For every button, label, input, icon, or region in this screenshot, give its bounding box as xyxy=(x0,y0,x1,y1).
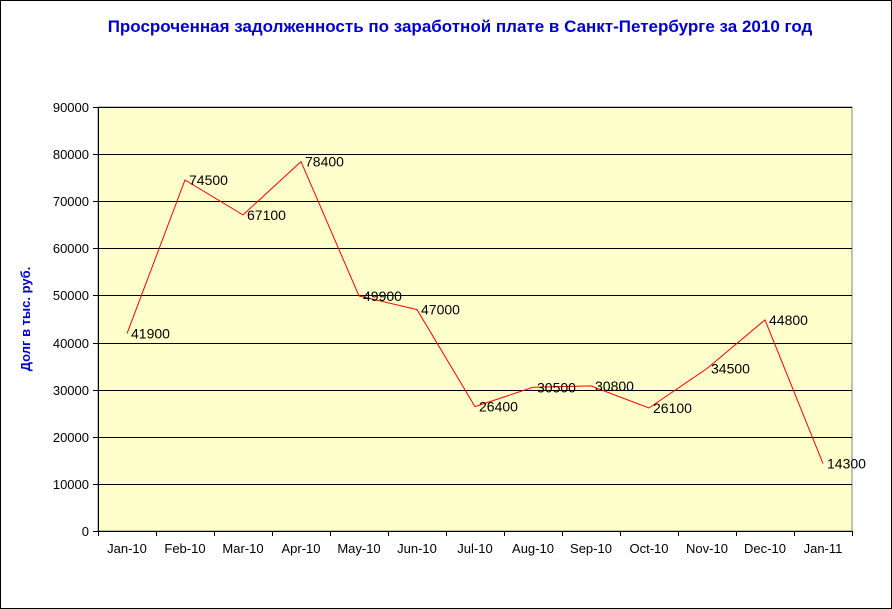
y-axis-ticks: 0 10000 20000 30000 40000 50000 60000 70000 8000… xyxy=(53,100,98,539)
y-tick-label: 80000 xyxy=(53,147,89,162)
y-tick-label: 0 xyxy=(82,524,89,539)
x-tick-label: Sep-10 xyxy=(570,541,612,556)
axes xyxy=(98,107,852,532)
series-line xyxy=(126,160,824,464)
y-tick-label: 50000 xyxy=(53,288,89,303)
data-label: 44800 xyxy=(769,312,808,328)
y-tick-label: 40000 xyxy=(53,336,89,351)
chart-title: Просроченная задолженность по заработной… xyxy=(107,17,813,36)
x-tick-label: Jun-10 xyxy=(397,541,437,556)
x-tick-label: May-10 xyxy=(337,541,380,556)
data-label: 26100 xyxy=(653,400,692,416)
data-label: 30500 xyxy=(537,379,576,395)
gridlines xyxy=(98,107,852,485)
data-label: 14300 xyxy=(827,456,866,472)
x-tick-label: Oct-10 xyxy=(629,541,668,556)
x-tick-label: Jul-10 xyxy=(457,541,492,556)
y-tick-label: 60000 xyxy=(53,241,89,256)
x-tick-label: Nov-10 xyxy=(686,541,728,556)
x-tick-label: Feb-10 xyxy=(164,541,205,556)
y-tick-label: 20000 xyxy=(53,430,89,445)
data-label: 74500 xyxy=(189,172,228,188)
x-tick-label: Dec-10 xyxy=(744,541,786,556)
x-axis-ticks: Jan-10 Feb-10 Mar-10 Apr-10 May-10 Jun-10 Jul-… xyxy=(98,531,853,556)
y-tick-label: 10000 xyxy=(53,477,89,492)
y-axis-label: Долг в тыс. руб. xyxy=(18,267,33,372)
data-label: 34500 xyxy=(711,360,750,376)
y-tick-label: 90000 xyxy=(53,100,89,115)
x-tick-label: Apr-10 xyxy=(281,541,320,556)
data-label: 30800 xyxy=(595,378,634,394)
x-tick-label: Mar-10 xyxy=(222,541,263,556)
x-tick-label: Jan-11 xyxy=(804,541,843,556)
data-label: 47000 xyxy=(421,302,460,318)
x-tick-label: Jan-10 xyxy=(107,541,147,556)
data-label: 49900 xyxy=(363,288,402,304)
plot-area xyxy=(97,106,853,532)
data-label: 78400 xyxy=(305,154,344,170)
y-tick-label: 70000 xyxy=(53,194,89,209)
x-tick-label: Aug-10 xyxy=(512,541,554,556)
y-tick-label: 30000 xyxy=(53,383,89,398)
data-label: 67100 xyxy=(247,207,286,223)
data-label: 26400 xyxy=(479,399,518,415)
data-labels: 41900 74500 67100 78400 49900 47000 26400 30500… xyxy=(131,154,866,472)
data-label: 41900 xyxy=(131,326,170,342)
